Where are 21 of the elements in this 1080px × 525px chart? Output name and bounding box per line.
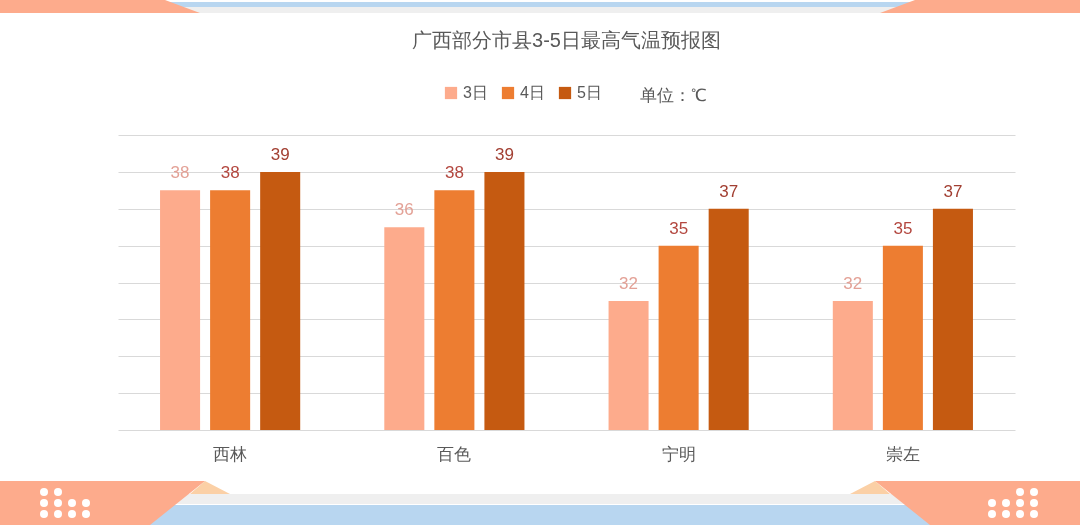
chart-title: 广西部分市县3-5日最高气温预报图 [412, 29, 721, 51]
data-label: 35 [893, 218, 913, 238]
data-label: 38 [170, 163, 190, 183]
data-label: 32 [843, 273, 863, 293]
x-tick-label: 宁明 [661, 444, 696, 464]
data-label: 39 [494, 144, 514, 164]
data-label: 39 [270, 144, 290, 164]
x-tick-label: 西林 [213, 444, 248, 464]
legend-label: 3日 [463, 84, 488, 101]
data-label: 32 [619, 273, 639, 293]
data-label: 37 [719, 181, 739, 201]
data-label: 35 [669, 218, 689, 238]
x-tick-label: 崇左 [885, 444, 920, 464]
data-label: 38 [444, 163, 464, 183]
data-label: 37 [943, 181, 963, 201]
x-tick-label: 百色 [437, 444, 472, 464]
legend-label: 4日 [520, 84, 545, 101]
data-label: 38 [220, 163, 240, 183]
text: 单位：℃ [640, 85, 707, 107]
legend-label: 5日 [577, 84, 602, 101]
data-label: 36 [394, 200, 414, 220]
